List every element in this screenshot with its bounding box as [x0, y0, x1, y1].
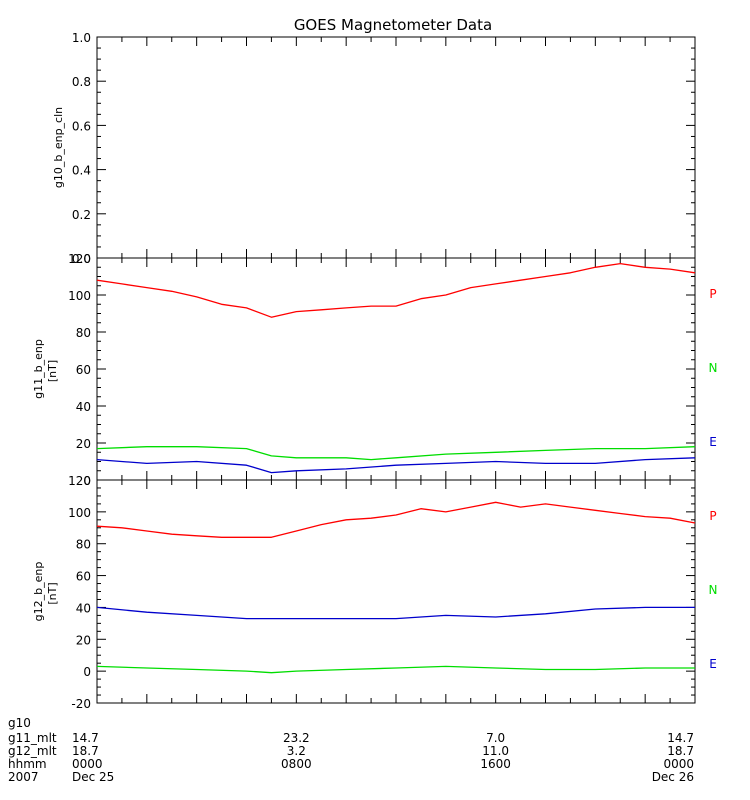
footer-row-value: Dec 26 [652, 770, 694, 784]
series-line-n [96, 446, 696, 461]
panel-frame [96, 36, 696, 259]
footer-row-value: 18.7 [72, 744, 99, 758]
y-tick-label: 1.0 [72, 31, 91, 45]
footer-row-value: 1600 [480, 757, 511, 771]
chart-panels: 0.0 0.2 0.4 0.6 0.8 1.0 g10_b_enp_cln 0 20 40 60 80… [32, 31, 717, 711]
y-tick-label: 40 [76, 400, 91, 414]
panel-1: 0.0 0.2 0.4 0.6 0.8 1.0 g10_b_enp_cln [52, 31, 696, 266]
series-line-n [96, 665, 695, 674]
series-label-p: P [709, 287, 716, 301]
footer-row-value: 3.2 [287, 744, 306, 758]
y-tick-label: 20 [76, 437, 91, 451]
y-tick-label: 0.6 [72, 119, 91, 133]
footer-row-value: 18.7 [667, 744, 694, 758]
footer-row-label: g10 [8, 716, 31, 730]
series-line-e [96, 606, 695, 620]
panel-3: -20 0 20 40 60 80 100 120 g12_b_enp [nT] P N E [32, 474, 717, 711]
y-tick-label: 60 [76, 363, 91, 377]
footer-row-value: 0800 [281, 757, 312, 771]
y-tick-label: 0.0 [72, 252, 91, 266]
y-tick-label: 80 [76, 538, 91, 552]
y-tick-label: 120 [68, 474, 91, 488]
y-tick-label: -20 [71, 697, 91, 711]
series-label-p: P [709, 509, 716, 523]
y-axis-label: g12_b_enp [32, 562, 45, 622]
y-axis-unit: [nT] [46, 360, 59, 382]
y-tick-label: 0.2 [72, 208, 91, 222]
y-tick-label: 100 [68, 289, 91, 303]
y-tick-label: 0 [83, 474, 91, 488]
chart-title: GOES Magnetometer Data [294, 16, 492, 34]
y-axis-unit: [nT] [46, 582, 59, 604]
footer-row-label: 2007 [8, 770, 39, 784]
y-tick-label: 120 [68, 252, 91, 266]
footer-row-value: 0000 [72, 757, 103, 771]
y-tick-label: 40 [76, 601, 91, 615]
footer-row-value: 0000 [663, 757, 694, 771]
footer-row-label: g12_mlt [8, 744, 57, 758]
footer-row-value: 23.2 [283, 731, 310, 745]
y-tick-label: 0.4 [72, 164, 91, 178]
y-tick-label: 0 [83, 665, 91, 679]
y-tick-label: 80 [76, 326, 91, 340]
footer-row-value: 7.0 [486, 731, 505, 745]
panel-2: 0 20 40 60 80 100 120 g11_b_enp [nT] P N E [32, 252, 717, 488]
series-line-p [96, 501, 696, 538]
footer-row-value: 14.7 [72, 731, 99, 745]
series-label-n: N [709, 583, 718, 597]
series-label-e: E [709, 657, 717, 671]
footer-row-label: g11_mlt [8, 731, 57, 745]
y-axis-label: g11_b_enp [32, 339, 45, 399]
footer-row-label: hhmm [8, 757, 47, 771]
y-tick-label: 20 [76, 633, 91, 647]
y-tick-label: 0.8 [72, 75, 91, 89]
series-line-e [96, 457, 696, 474]
footer-row-value: 11.0 [482, 744, 509, 758]
series-label-n: N [709, 361, 718, 375]
y-tick-label: 60 [76, 570, 91, 584]
footer-row-value: 14.7 [667, 731, 694, 745]
y-axis-label: g10_b_enp_cln [52, 107, 65, 188]
y-tick-label: 100 [68, 506, 91, 520]
footer-row-value: Dec 25 [72, 770, 114, 784]
series-label-e: E [709, 435, 717, 449]
series-line-p [96, 262, 696, 318]
